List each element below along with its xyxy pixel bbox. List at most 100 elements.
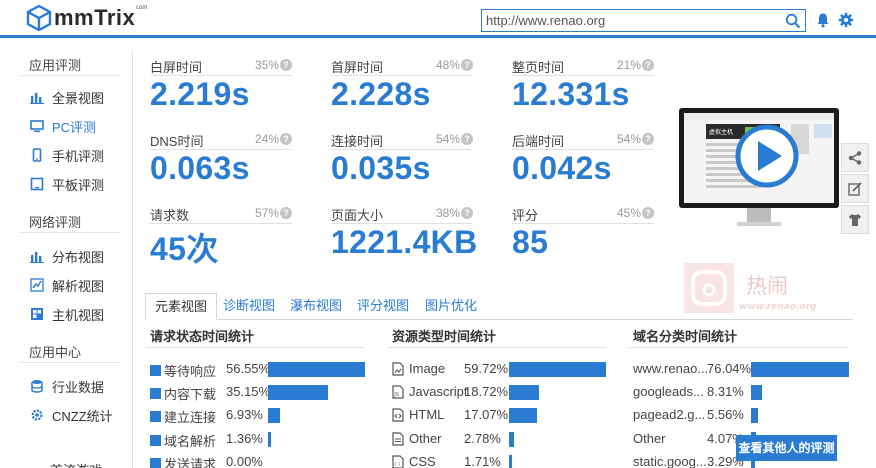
- tab-elements[interactable]: 元素视图: [145, 293, 218, 320]
- sidebar-section-network: 网络评测: [20, 213, 130, 233]
- panel-request-status: 请求状态时间统计: [146, 326, 364, 348]
- sidebar-section-app: 应用评测: [20, 56, 130, 76]
- bell-icon[interactable]: [815, 12, 831, 28]
- stat-label: static.goog...: [633, 453, 707, 468]
- sidebar-item-distribution[interactable]: 分布视图: [30, 246, 104, 266]
- stat-percent: 35.15%: [226, 384, 271, 400]
- renao-watermark: 热闹 www.renao.org: [684, 263, 817, 313]
- stat-bar: [751, 454, 755, 468]
- stat-bar: [268, 362, 365, 377]
- sidebar-item-label: 行业数据: [52, 379, 105, 395]
- edit-button[interactable]: [841, 174, 869, 203]
- watermark-text: 热闹: [746, 274, 788, 298]
- sidebar-item-label: 手机评测: [52, 148, 105, 164]
- sidebar-item-cut[interactable]: 首流游戏: [50, 460, 102, 468]
- stat-row: pagead2.g... 5.56%: [629, 407, 869, 425]
- sidebar-item-industry-data[interactable]: 行业数据: [30, 376, 104, 396]
- stat-label: 等待响应: [164, 364, 217, 379]
- view-others-button[interactable]: 查看其他人的评测: [736, 435, 837, 461]
- metric-percentile: 48%?: [436, 58, 473, 72]
- sidebar-heading: 应用评测: [20, 56, 120, 76]
- help-icon[interactable]: ?: [461, 133, 473, 145]
- sidebar-item-label: 主机视图: [52, 307, 105, 323]
- sidebar-item-mobile[interactable]: 手机评测: [30, 145, 104, 165]
- logo[interactable]: mmTrix com: [26, 5, 147, 31]
- bar-chart-icon: [30, 93, 44, 104]
- help-icon[interactable]: ?: [461, 207, 473, 219]
- legend-swatch: [150, 411, 161, 423]
- stat-row: static.goog... 3.29%: [629, 454, 869, 468]
- stat-bar: [509, 454, 512, 468]
- help-icon[interactable]: ?: [280, 207, 292, 219]
- html-file-icon: [392, 408, 404, 422]
- metric-percentile: 38%?: [436, 206, 473, 220]
- share-button[interactable]: [841, 143, 869, 172]
- help-icon[interactable]: ?: [642, 59, 654, 71]
- metric-label: 后端时间: [512, 134, 565, 149]
- stat-percent: 76.04%: [707, 361, 752, 376]
- stat-percent: 0.00%: [226, 453, 263, 468]
- stat-bar: [509, 362, 606, 377]
- sidebar-item-tablet[interactable]: 平板评测: [30, 174, 104, 194]
- sidebar-item-analysis[interactable]: 解析视图: [30, 275, 104, 295]
- shirt-icon: [849, 213, 861, 226]
- line-chart-icon: [30, 278, 44, 292]
- metric-label: 评分: [512, 208, 539, 223]
- page-preview-monitor[interactable]: 虚拟主机: [679, 108, 839, 233]
- metric-percentile: 54%?: [436, 132, 473, 146]
- help-icon[interactable]: ?: [642, 207, 654, 219]
- help-icon[interactable]: ?: [642, 133, 654, 145]
- sidebar-item-cnzz[interactable]: CNZZ统计: [30, 405, 113, 425]
- shirt-button[interactable]: [841, 205, 869, 234]
- search-icon[interactable]: [785, 13, 801, 29]
- sidebar-item-label: 平板评测: [52, 177, 105, 193]
- stat-bar: [751, 408, 758, 424]
- panel-title: 资源类型时间统计: [388, 326, 606, 348]
- metric-label: 页面大小: [331, 208, 384, 223]
- stat-label: Other: [633, 430, 666, 446]
- url-search-input[interactable]: [482, 10, 778, 31]
- stat-row: 内容下载 35.15%: [146, 384, 386, 402]
- gear-icon[interactable]: [838, 12, 854, 28]
- metric-value: 12.331s: [512, 76, 630, 112]
- css-file-icon: { }: [392, 455, 404, 468]
- sidebar-item-pc[interactable]: PC评测: [30, 116, 96, 136]
- tab-image-optimize[interactable]: 图片优化: [425, 298, 478, 313]
- metric-percentile: 54%?: [617, 132, 654, 146]
- tab-score[interactable]: 评分视图: [357, 298, 410, 313]
- help-icon[interactable]: ?: [280, 59, 292, 71]
- share-icon: [848, 150, 862, 165]
- tab-waterfall[interactable]: 瀑布视图: [290, 298, 343, 313]
- sidebar-item-host[interactable]: 主机视图: [30, 304, 104, 324]
- stat-bar: [509, 385, 539, 401]
- stat-bar: [268, 408, 280, 424]
- stat-row: HTML 17.07%: [388, 407, 628, 425]
- database-icon: [31, 380, 43, 393]
- help-icon[interactable]: ?: [461, 59, 473, 71]
- stat-row: { } CSS 1.71%: [388, 454, 628, 468]
- stat-percent: 18.72%: [464, 384, 509, 400]
- stat-row: 发送请求 0.00%: [146, 454, 386, 468]
- divider: [331, 149, 473, 150]
- metric-value: 45次: [150, 231, 219, 267]
- sidebar-item-overview[interactable]: 全景视图: [30, 87, 104, 107]
- grid-icon: [31, 308, 43, 320]
- sidebar-item-label: 分布视图: [52, 249, 105, 265]
- monitor-icon: [30, 120, 44, 133]
- metric-percentile: 35%?: [255, 58, 292, 72]
- tab-diagnosis[interactable]: 诊断视图: [223, 298, 276, 313]
- logo-text: mmTrix: [54, 5, 136, 30]
- sidebar-item-label: CNZZ统计: [52, 408, 113, 424]
- metric-label: 整页时间: [512, 60, 565, 75]
- divider: [512, 149, 654, 150]
- stat-label: www.renao...: [633, 361, 709, 376]
- stat-percent: 1.36%: [226, 430, 263, 446]
- help-icon[interactable]: ?: [280, 133, 292, 145]
- stat-percent: 59.72%: [464, 361, 509, 376]
- stat-percent: 5.56%: [707, 407, 744, 423]
- stat-label: 内容下载: [164, 387, 217, 403]
- metric-label: 首屏时间: [331, 60, 384, 75]
- stat-percent: 4.07%: [707, 430, 744, 446]
- panel-resource-type: 资源类型时间统计: [388, 326, 606, 348]
- metric-percentile: 24%?: [255, 132, 292, 146]
